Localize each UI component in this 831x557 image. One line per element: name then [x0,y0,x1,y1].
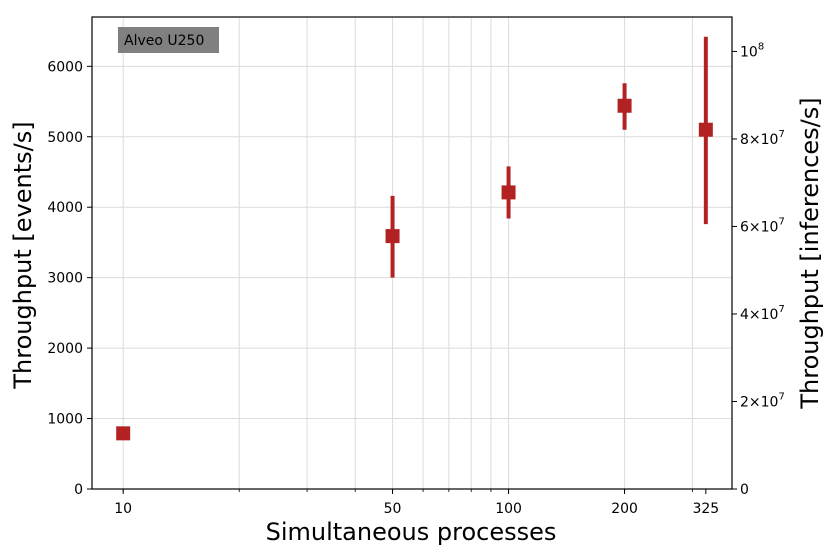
x-tick-label: 100 [495,501,522,517]
x-tick-label: 200 [611,501,638,517]
y-axis-title: Throughput [events/s] [9,121,37,389]
y-right-tick-label: 0 [740,482,749,498]
y-right-tick-label: 2×107 [740,391,785,410]
x-tick-label: 10 [114,501,132,517]
y-right-axis-title: Throughput [inferences/s] [796,97,824,409]
y-tick-label: 6000 [47,59,83,75]
y-tick-label: 4000 [47,200,83,216]
y-tick-label: 0 [74,482,83,498]
y-right-tick-label: 8×107 [740,129,785,148]
plot-frame [91,16,733,490]
y-tick-label: 1000 [47,412,83,428]
device-badge: Alveo U250 [118,27,219,53]
data-point-marker [617,98,632,113]
data-point-marker [116,426,131,441]
x-tick-label: 325 [692,501,719,517]
y-right-tick-label: 4×107 [740,304,785,323]
data-point-marker [385,229,400,244]
y-right-tick-label: 6×107 [740,216,785,235]
y-tick-label: 3000 [47,271,83,287]
y-right-axis-ticks: 0 2×107 4×107 6×107 8×107 108 [732,41,785,498]
y-axis-ticks: 0 1000 2000 3000 4000 5000 6000 [47,59,92,498]
data-point-marker [501,185,516,200]
x-axis-title: Simultaneous processes [266,518,557,546]
data-points [116,98,713,441]
data-point-marker [698,122,713,137]
y-tick-label: 2000 [47,341,83,357]
badge-background [118,27,219,53]
error-bars [390,36,708,278]
x-axis-ticks: 10 50 100 200 325 [114,489,719,517]
y-tick-label: 5000 [47,130,83,146]
grid-lines [92,17,732,490]
y-right-tick-label: 108 [740,41,764,60]
x-tick-label: 50 [384,501,402,517]
badge-label: Alveo U250 [124,33,204,49]
